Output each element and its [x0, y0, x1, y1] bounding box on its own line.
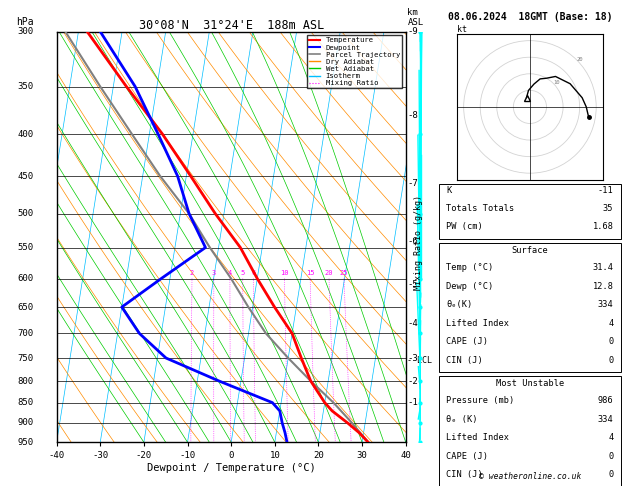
Text: CIN (J): CIN (J)	[447, 356, 483, 364]
Text: hPa: hPa	[16, 17, 34, 27]
Text: 4: 4	[228, 270, 232, 276]
Text: 6: 6	[251, 270, 255, 276]
X-axis label: Dewpoint / Temperature (°C): Dewpoint / Temperature (°C)	[147, 463, 316, 473]
Text: CIN (J): CIN (J)	[447, 470, 483, 479]
Text: Most Unstable: Most Unstable	[496, 379, 564, 388]
Text: 500: 500	[18, 209, 34, 218]
Text: -9: -9	[408, 27, 418, 36]
Text: 300: 300	[18, 27, 34, 36]
Text: 10: 10	[553, 80, 560, 85]
Text: 2: 2	[190, 270, 194, 276]
Text: 650: 650	[18, 303, 34, 312]
Text: 850: 850	[18, 398, 34, 407]
Text: 334: 334	[598, 300, 613, 309]
Text: 800: 800	[18, 377, 34, 385]
Text: 3: 3	[212, 270, 216, 276]
Text: 4: 4	[608, 319, 613, 328]
Text: 350: 350	[18, 82, 34, 91]
Text: 334: 334	[598, 415, 613, 424]
Text: 20: 20	[576, 56, 583, 62]
Text: -6: -6	[408, 237, 418, 245]
Text: 15: 15	[306, 270, 314, 276]
Text: θₑ (K): θₑ (K)	[447, 415, 478, 424]
Text: -8: -8	[408, 111, 418, 121]
Text: 600: 600	[18, 274, 34, 283]
Legend: Temperature, Dewpoint, Parcel Trajectory, Dry Adiabat, Wet Adiabat, Isotherm, Mi: Temperature, Dewpoint, Parcel Trajectory…	[307, 35, 402, 88]
Text: -1: -1	[408, 398, 418, 407]
Text: CAPE (J): CAPE (J)	[447, 452, 489, 461]
Text: Temp (°C): Temp (°C)	[447, 263, 494, 272]
Text: 550: 550	[18, 243, 34, 252]
Text: 12.8: 12.8	[593, 282, 613, 291]
Text: 0: 0	[608, 337, 613, 346]
Text: Mixing Ratio (g/kg): Mixing Ratio (g/kg)	[414, 195, 423, 291]
Text: -5: -5	[408, 280, 418, 289]
Text: 5: 5	[240, 270, 245, 276]
Text: 950: 950	[18, 438, 34, 447]
Text: Totals Totals: Totals Totals	[447, 204, 515, 213]
Text: © weatheronline.co.uk: © weatheronline.co.uk	[479, 472, 581, 481]
Text: 10: 10	[280, 270, 289, 276]
Text: Surface: Surface	[511, 246, 548, 255]
Text: Pressure (mb): Pressure (mb)	[447, 397, 515, 405]
Text: 750: 750	[18, 353, 34, 363]
Text: 700: 700	[18, 329, 34, 338]
Text: -7: -7	[408, 179, 418, 189]
Text: 986: 986	[598, 397, 613, 405]
Text: 1.68: 1.68	[593, 223, 613, 231]
Text: Lifted Index: Lifted Index	[447, 319, 509, 328]
Text: - LCL: - LCL	[408, 356, 433, 365]
Text: 20: 20	[325, 270, 333, 276]
Text: 450: 450	[18, 172, 34, 180]
Title: 30°08'N  31°24'E  188m ASL: 30°08'N 31°24'E 188m ASL	[138, 18, 324, 32]
Text: 35: 35	[603, 204, 613, 213]
Bar	[439, 376, 621, 486]
Text: 400: 400	[18, 130, 34, 139]
Text: -2: -2	[408, 377, 418, 385]
Text: 0: 0	[608, 470, 613, 479]
Text: -3: -3	[408, 353, 418, 363]
Bar	[439, 243, 621, 372]
Text: CAPE (J): CAPE (J)	[447, 337, 489, 346]
Text: 25: 25	[340, 270, 348, 276]
Text: PW (cm): PW (cm)	[447, 223, 483, 231]
Text: 0: 0	[608, 356, 613, 364]
Text: 0: 0	[608, 452, 613, 461]
Text: km
ASL: km ASL	[408, 8, 423, 27]
Text: -11: -11	[598, 186, 613, 194]
Text: 08.06.2024  18GMT (Base: 18): 08.06.2024 18GMT (Base: 18)	[448, 12, 612, 22]
Bar	[439, 184, 621, 239]
Text: Lifted Index: Lifted Index	[447, 434, 509, 442]
Text: -4: -4	[408, 319, 418, 328]
Text: 31.4: 31.4	[593, 263, 613, 272]
Text: θₑ(K): θₑ(K)	[447, 300, 472, 309]
Text: Dewp (°C): Dewp (°C)	[447, 282, 494, 291]
Text: 4: 4	[608, 434, 613, 442]
Text: 900: 900	[18, 418, 34, 428]
Text: K: K	[447, 186, 452, 194]
Text: kt: kt	[457, 25, 467, 34]
